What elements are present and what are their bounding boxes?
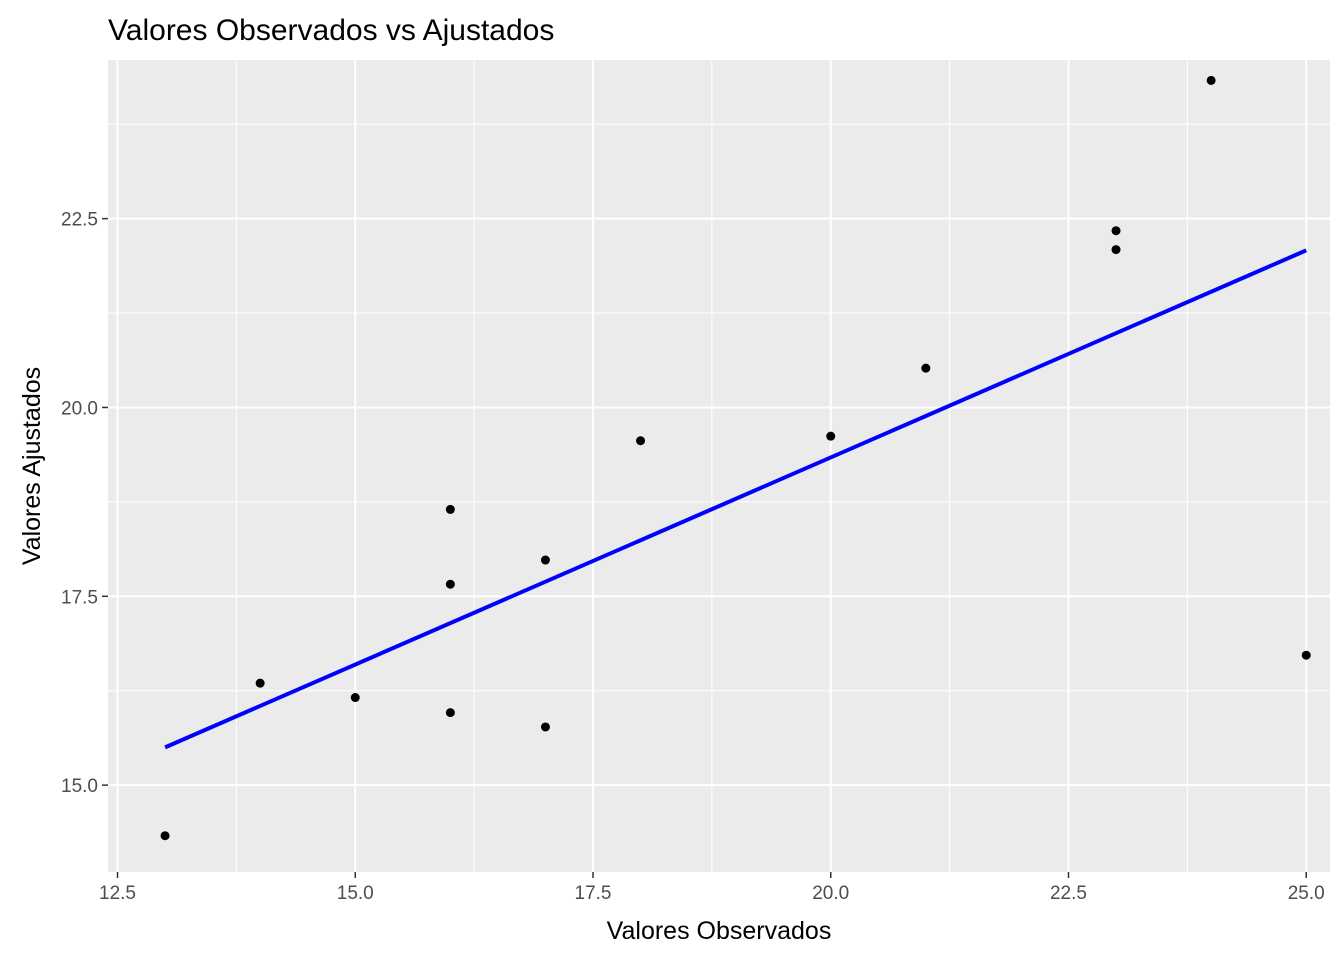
x-axis: 12.5 15.0 17.5 20.0 22.5 25.0 xyxy=(99,872,1325,904)
data-point xyxy=(1301,650,1311,660)
y-tick-label: 20.0 xyxy=(61,398,98,419)
y-axis: 15.0 17.5 20.0 22.5 xyxy=(61,210,108,797)
x-tick-label: 22.5 xyxy=(1050,883,1087,904)
fit-line-layer xyxy=(164,248,1308,750)
data-point xyxy=(826,431,836,441)
major-gridlines xyxy=(108,60,1330,872)
x-tick-label: 25.0 xyxy=(1288,883,1325,904)
y-tick-label: 15.0 xyxy=(61,776,98,797)
x-axis-title: Valores Observados xyxy=(607,917,832,945)
data-point xyxy=(350,693,360,703)
data-point xyxy=(160,831,170,841)
data-point xyxy=(540,555,550,565)
x-tick-label: 17.5 xyxy=(575,883,612,904)
data-point xyxy=(921,363,931,373)
data-point xyxy=(445,708,455,718)
data-point xyxy=(1111,245,1121,255)
y-tick-label: 22.5 xyxy=(61,210,98,231)
fit-line xyxy=(164,248,1308,750)
data-point xyxy=(445,504,455,514)
minor-gridlines xyxy=(108,60,1330,872)
data-point xyxy=(255,678,265,688)
x-tick-label: 12.5 xyxy=(99,883,136,904)
data-point xyxy=(1206,75,1216,85)
points-layer xyxy=(160,75,1311,841)
y-tick-label: 17.5 xyxy=(61,587,98,608)
data-point xyxy=(1111,226,1121,236)
x-tick-label: 20.0 xyxy=(812,883,849,904)
x-tick-label: 15.0 xyxy=(337,883,374,904)
plot-panel xyxy=(108,60,1330,872)
data-point xyxy=(540,722,550,732)
chart-title: Valores Observados vs Ajustados xyxy=(108,14,554,47)
y-axis-title: Valores Ajustados xyxy=(18,367,46,565)
data-point xyxy=(636,436,646,446)
data-point xyxy=(445,579,455,589)
